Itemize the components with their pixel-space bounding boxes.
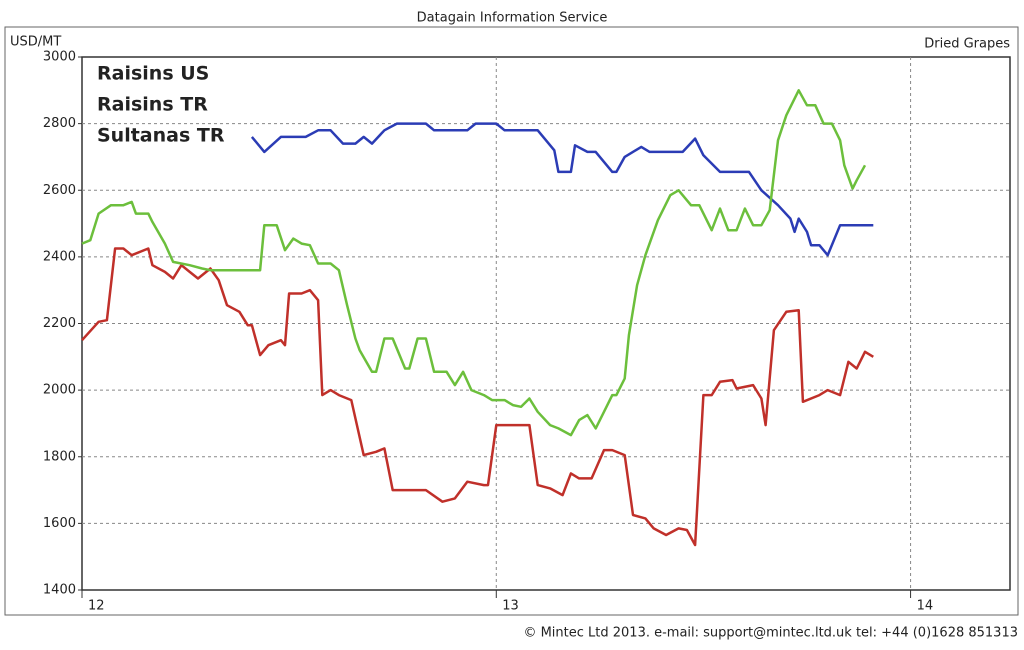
series-line — [250, 122, 874, 257]
y-tick-label: 2600 — [43, 183, 76, 198]
x-tick-label: 14 — [917, 599, 934, 614]
legend-entry: Raisins US — [97, 63, 209, 85]
legend-entry: Raisins TR — [97, 94, 208, 116]
footer: © Mintec Ltd 2013. e-mail: support@minte… — [523, 626, 1018, 641]
subtitle: Dried Grapes — [924, 37, 1010, 52]
y-tick-label: 1400 — [43, 583, 76, 598]
y-tick-label: 2200 — [43, 316, 76, 331]
legend-entry: Sultanas TR — [97, 125, 225, 147]
x-tick-label: 12 — [88, 599, 105, 614]
y-axis-label: USD/MT — [10, 35, 61, 50]
series-line — [81, 89, 867, 437]
y-tick-label: 1800 — [43, 449, 76, 464]
y-tick-label: 1600 — [43, 516, 76, 531]
series-line — [81, 247, 874, 547]
y-tick-label: 2800 — [43, 116, 76, 131]
chart-title: Datagain Information Service — [417, 11, 608, 26]
y-tick-label: 2400 — [43, 249, 76, 264]
x-tick-label: 13 — [502, 599, 519, 614]
chart-frame — [4, 26, 1019, 616]
y-tick-label: 2000 — [43, 383, 76, 398]
y-tick-label: 3000 — [43, 50, 76, 65]
